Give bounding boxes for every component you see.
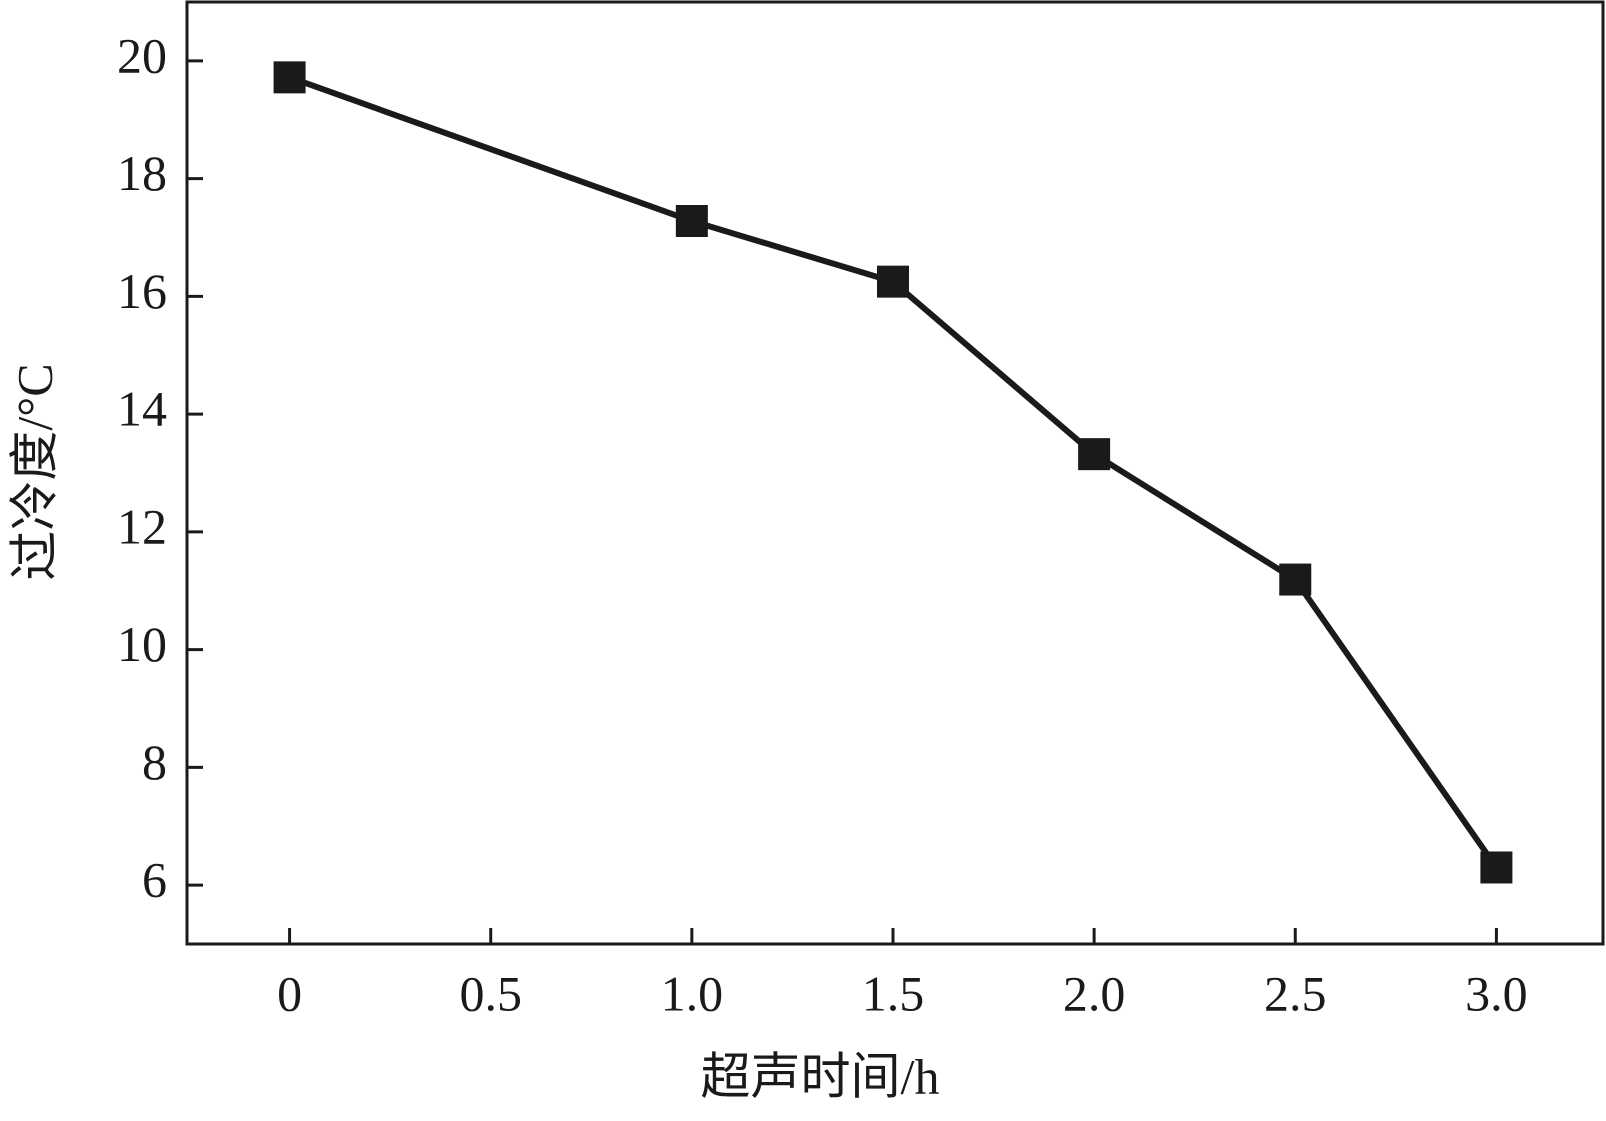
data-point bbox=[675, 205, 708, 238]
data-point bbox=[1480, 851, 1513, 884]
x-tick-label: 1.0 bbox=[661, 965, 724, 1021]
y-tick-label: 16 bbox=[117, 263, 167, 319]
y-tick-label: 14 bbox=[117, 381, 167, 437]
y-tick-label: 18 bbox=[117, 145, 167, 201]
x-tick-label: 2.0 bbox=[1063, 965, 1126, 1021]
x-axis-label: 超声时间/h bbox=[701, 1048, 940, 1104]
data-point bbox=[876, 265, 909, 298]
x-tick-label: 2.5 bbox=[1264, 965, 1327, 1021]
y-tick-label: 20 bbox=[117, 27, 167, 83]
x-tick-label: 1.5 bbox=[862, 965, 925, 1021]
data-point bbox=[1078, 438, 1111, 471]
x-tick-label: 0.5 bbox=[459, 965, 522, 1021]
y-tick-label: 8 bbox=[142, 734, 167, 790]
y-tick-label: 12 bbox=[117, 498, 167, 554]
x-tick-label: 3.0 bbox=[1465, 965, 1528, 1021]
y-tick-label: 6 bbox=[142, 852, 167, 908]
y-tick-label: 10 bbox=[117, 616, 167, 672]
plot-frame bbox=[185, 0, 1605, 946]
data-point bbox=[1279, 563, 1312, 596]
y-axis-label: 过冷度/°C bbox=[6, 363, 62, 580]
data-point bbox=[273, 61, 306, 94]
x-tick-label: 0 bbox=[277, 965, 302, 1021]
data-line bbox=[288, 74, 1499, 870]
